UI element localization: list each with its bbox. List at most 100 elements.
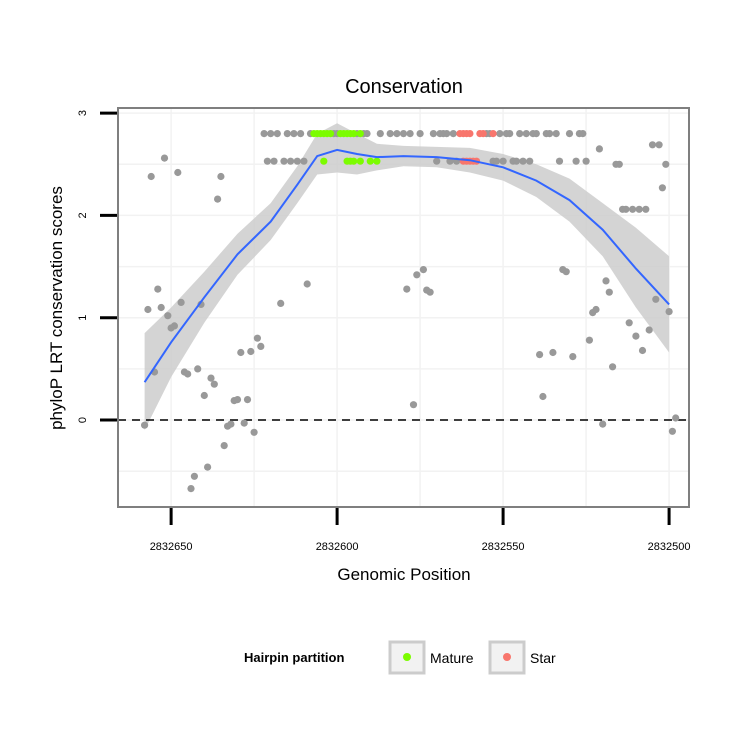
point-other — [655, 141, 663, 149]
legend-title: Hairpin partition — [244, 650, 344, 665]
point-other — [499, 157, 507, 165]
point-other — [413, 271, 421, 279]
y-tick-label: 3 — [77, 110, 89, 116]
point-star — [489, 130, 497, 138]
point-other — [227, 420, 235, 428]
point-other — [174, 168, 182, 177]
point-other — [200, 391, 208, 400]
point-other — [665, 308, 673, 316]
point-other — [280, 157, 288, 165]
legend-dot-star — [503, 653, 511, 661]
x-tick-label: 2832500 — [648, 541, 691, 553]
point-other — [555, 157, 564, 165]
point-other — [253, 334, 261, 342]
point-other — [602, 277, 610, 285]
point-other — [443, 130, 451, 138]
point-other — [386, 130, 394, 138]
point-other — [204, 463, 212, 471]
point-other — [184, 370, 192, 378]
point-mature — [366, 157, 374, 165]
point-other — [625, 319, 633, 327]
x-tick-label: 2832650 — [150, 541, 193, 553]
point-mature — [326, 130, 335, 138]
legend: Hairpin partition Mature Star — [244, 640, 556, 675]
point-other — [399, 130, 408, 138]
point-other — [609, 363, 617, 371]
point-other — [645, 326, 653, 334]
point-mature — [356, 157, 364, 165]
point-other — [409, 401, 418, 409]
point-other — [582, 157, 590, 165]
panel-frame — [117, 107, 690, 508]
point-other — [506, 130, 514, 138]
point-other — [177, 298, 185, 306]
point-other — [187, 485, 195, 493]
point-other — [290, 130, 298, 138]
point-other — [260, 130, 268, 138]
point-other — [536, 351, 544, 359]
confidence-band-area — [144, 123, 670, 431]
point-other — [303, 280, 311, 288]
point-other — [217, 172, 225, 181]
point-other — [250, 428, 258, 436]
point-other — [237, 348, 245, 357]
point-other — [592, 305, 600, 314]
point-other — [233, 396, 242, 404]
smooth-line — [143, 148, 670, 383]
point-other — [605, 288, 613, 296]
y-tick-label: 0 — [77, 417, 89, 423]
x-tick-label: 2832550 — [482, 541, 525, 553]
point-other — [194, 365, 202, 373]
point-mature — [373, 157, 381, 165]
point-other — [585, 336, 594, 344]
point-other — [393, 130, 401, 138]
data-points — [141, 130, 680, 493]
point-other — [429, 130, 437, 138]
point-other — [622, 205, 630, 213]
point-other — [512, 157, 521, 165]
point-other — [277, 299, 285, 307]
point-other — [658, 184, 667, 192]
point-other — [419, 266, 427, 274]
point-other — [376, 130, 384, 138]
point-other — [157, 303, 165, 312]
y-tick-label: 2 — [77, 212, 89, 218]
point-other — [496, 130, 504, 138]
point-other — [433, 157, 441, 165]
axes: 0 1 2 3 2832650 2832600 2832550 2832500 — [77, 110, 690, 553]
point-other — [516, 130, 524, 138]
point-other — [638, 346, 647, 355]
point-other — [403, 285, 411, 293]
point-star — [479, 130, 487, 138]
point-other — [416, 130, 424, 138]
point-other — [549, 348, 557, 357]
point-other — [668, 427, 677, 435]
point-other — [562, 268, 570, 276]
point-other — [539, 392, 547, 401]
y-tick-label: 1 — [77, 315, 89, 321]
point-other — [154, 285, 162, 293]
point-other — [243, 396, 252, 404]
point-other — [287, 157, 295, 165]
point-other — [300, 157, 308, 165]
point-other — [214, 195, 222, 203]
point-other — [257, 342, 265, 350]
point-other — [207, 374, 215, 382]
point-other — [270, 157, 278, 165]
legend-label-star: Star — [530, 650, 556, 666]
point-other — [662, 160, 670, 168]
y-axis-title: phyloP LRT conservation scores — [47, 186, 66, 430]
point-other — [635, 205, 643, 213]
point-other — [293, 157, 301, 165]
point-other — [263, 157, 271, 165]
point-other — [449, 130, 457, 138]
point-other — [565, 130, 574, 138]
point-other — [599, 420, 607, 428]
point-mature — [320, 157, 328, 165]
point-other — [572, 157, 580, 165]
point-mature — [356, 130, 364, 138]
point-other — [672, 414, 680, 422]
point-other — [247, 347, 255, 356]
point-other — [426, 288, 434, 296]
